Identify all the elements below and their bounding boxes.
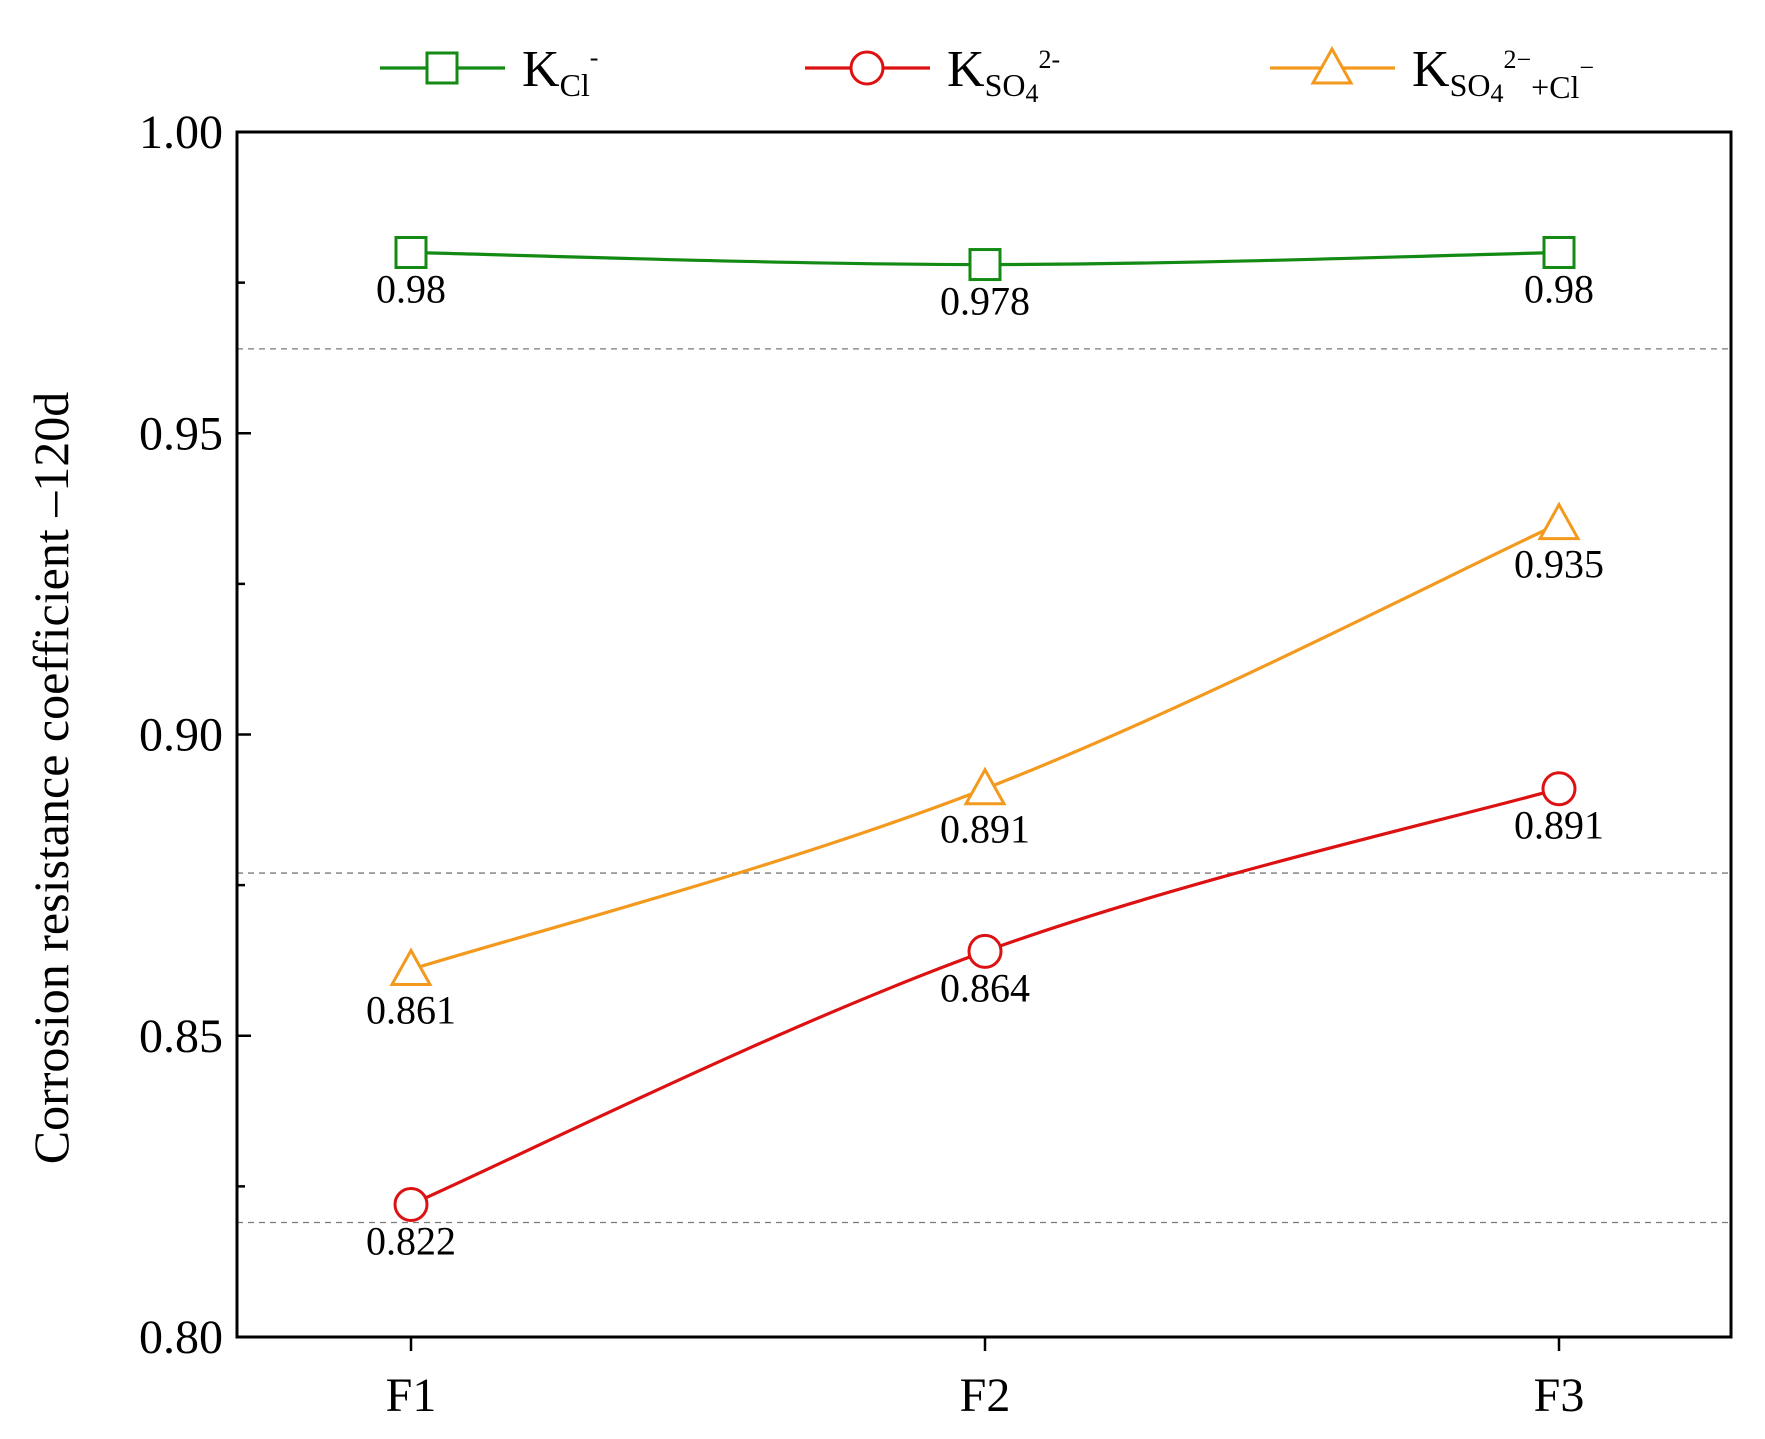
legend-marker xyxy=(425,51,459,85)
y-tick-label: 0.95 xyxy=(139,407,223,460)
data-label: 0.978 xyxy=(940,279,1030,324)
series-layer xyxy=(389,236,1581,1222)
data-point-marker xyxy=(394,236,428,269)
data-point-marker xyxy=(1537,501,1581,541)
series-line xyxy=(410,522,1560,972)
legend-label: KCl- xyxy=(522,41,598,103)
y-tick-label: 1.00 xyxy=(139,106,223,159)
data-label: 0.891 xyxy=(1514,803,1604,848)
data-label: 0.98 xyxy=(376,267,446,312)
data-label: 0.822 xyxy=(366,1218,456,1263)
data-point-marker xyxy=(967,933,1003,969)
data-point-marker xyxy=(963,766,1007,806)
legend-label: KSO42- xyxy=(947,41,1060,108)
data-point-marker xyxy=(389,947,433,986)
data-point-marker xyxy=(1542,236,1576,269)
x-tick-label: F2 xyxy=(960,1369,1011,1422)
data-point-marker xyxy=(968,248,1002,282)
data-label: 0.891 xyxy=(940,807,1030,852)
data-point-marker xyxy=(393,1186,429,1222)
y-tick-label: 0.85 xyxy=(139,1010,223,1063)
legend-marker xyxy=(1310,45,1354,85)
x-tick-label: F3 xyxy=(1534,1369,1585,1422)
grid-layer xyxy=(237,348,1731,1224)
data-label: 0.864 xyxy=(940,965,1030,1010)
legend-marker xyxy=(849,50,885,86)
axes-layer: 0.80 0.85 0.90 0.95 1.00 F1 F2 F3 xyxy=(139,106,1733,1422)
data-point-marker xyxy=(1541,771,1577,807)
data-label: 0.861 xyxy=(366,987,456,1032)
labels-layer: 0.98 0.978 0.98 0.822 0.864 0.891 0.861 0.891 0.… xyxy=(366,267,1604,1264)
legend-label: KSO42−+Cl− xyxy=(1412,41,1594,108)
y-tick-label: 0.80 xyxy=(139,1311,223,1364)
legend: KCl- KSO42- KSO42−+Cl− xyxy=(380,41,1594,108)
y-tick-label: 0.90 xyxy=(139,709,223,762)
data-label: 0.935 xyxy=(1514,542,1604,587)
data-label: 0.98 xyxy=(1524,267,1594,312)
x-tick-label: F1 xyxy=(386,1369,437,1422)
y-axis-title: Corrosion resistance coefficient –120d xyxy=(23,392,79,1164)
